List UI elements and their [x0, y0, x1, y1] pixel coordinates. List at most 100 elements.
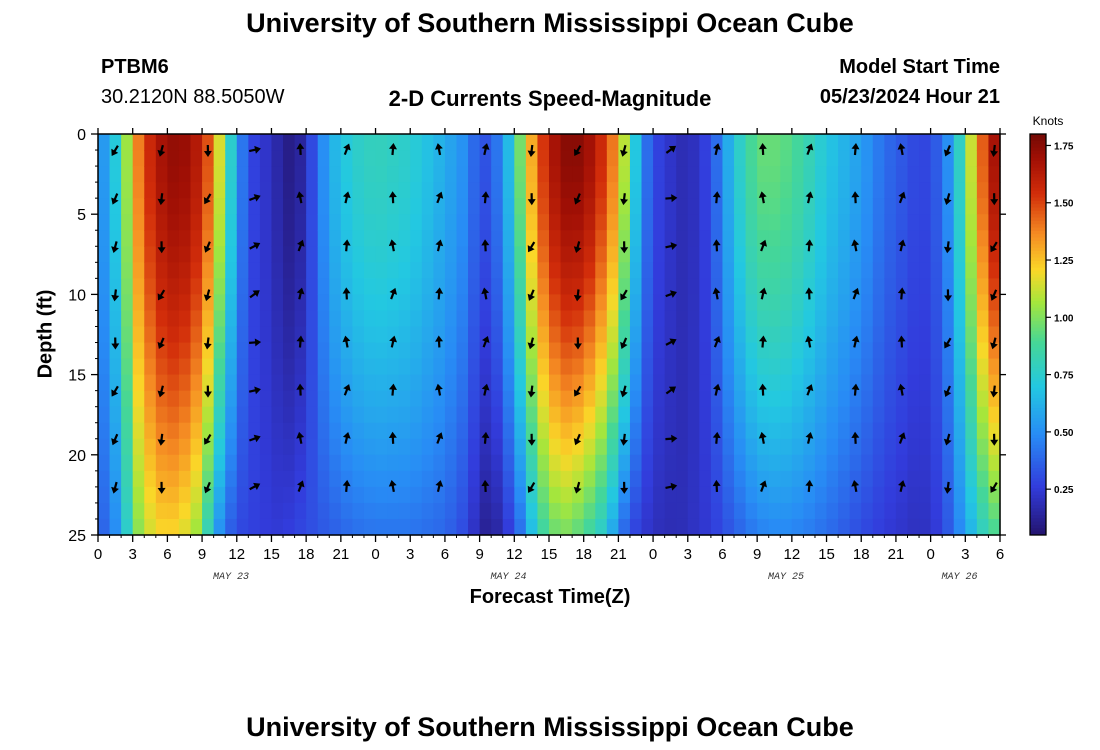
heat-cell: [190, 166, 203, 183]
heat-cell: [121, 502, 134, 520]
heat-cell: [595, 150, 608, 167]
heat-cell: [456, 150, 469, 167]
heat-cell: [583, 294, 596, 312]
heat-cell: [791, 262, 805, 279]
heat-cell: [121, 230, 134, 247]
heat-cell: [398, 278, 411, 295]
heat-cell: [907, 358, 920, 376]
colorbar-segment: [1030, 164, 1046, 168]
heat-cell: [549, 278, 562, 295]
heat-cell: [814, 406, 828, 424]
current-arrow: [851, 431, 860, 444]
heat-cell: [121, 166, 134, 183]
heat-cell: [629, 438, 643, 456]
heat-cell: [352, 342, 365, 360]
heat-cell: [942, 294, 955, 312]
heat-cell: [572, 470, 585, 488]
heat-cell: [398, 262, 411, 279]
current-arrow: [434, 383, 443, 396]
x-tick-label: 0: [94, 546, 102, 563]
heat-cell: [248, 150, 261, 167]
heat-cell: [699, 374, 712, 392]
heat-cell: [306, 470, 319, 488]
heat-cell: [352, 214, 365, 231]
heat-cell: [387, 326, 400, 344]
current-arrow: [111, 193, 119, 205]
heat-cell: [167, 278, 180, 295]
heat-cell: [502, 182, 515, 199]
heat-cell: [583, 438, 596, 456]
x-tick-label: 18: [298, 546, 315, 563]
heat-cell: [872, 310, 885, 328]
heat-cell: [352, 166, 365, 183]
heat-cell: [549, 182, 562, 199]
heat-cell: [283, 438, 296, 456]
heat-cell: [178, 422, 192, 440]
heat-cell: [976, 470, 990, 488]
heat-cell: [456, 470, 469, 488]
x-tick-label: 3: [129, 546, 137, 563]
heat-cell: [618, 438, 631, 456]
heat-cell: [144, 390, 157, 408]
heat-cell: [942, 374, 955, 392]
heat-cell: [155, 374, 168, 392]
heat-cell: [780, 262, 793, 279]
heat-cell: [618, 454, 631, 472]
current-arrow: [944, 337, 952, 349]
heat-cell: [387, 182, 400, 199]
heat-cell: [710, 198, 724, 215]
heat-cell: [595, 454, 608, 472]
heat-cell: [144, 454, 157, 472]
heat-cell: [225, 326, 238, 344]
heat-cell: [225, 486, 238, 504]
heat-cell: [942, 214, 955, 231]
current-arrow: [943, 385, 952, 398]
heat-cell: [225, 134, 238, 151]
heat-cell: [236, 502, 249, 520]
heat-cell: [919, 262, 932, 279]
heat-cell: [618, 358, 631, 376]
heat-cell: [98, 230, 111, 247]
heat-cell: [710, 134, 724, 151]
heat-cell: [340, 518, 354, 536]
heat-cell: [676, 262, 689, 279]
heat-cell: [248, 486, 261, 504]
heat-cell: [225, 166, 238, 183]
heat-cell: [387, 486, 400, 504]
current-arrow: [111, 289, 120, 302]
heat-cell: [109, 246, 122, 263]
heat-cell: [780, 166, 793, 183]
current-arrow: [665, 386, 677, 395]
colorbar-segment: [1030, 498, 1046, 503]
current-arrow: [388, 480, 397, 493]
heat-cell: [745, 390, 758, 408]
x-tick-label: 0: [926, 546, 934, 563]
heat-cell: [664, 390, 677, 408]
heat-cell: [329, 182, 342, 199]
heat-cell: [502, 150, 515, 167]
heat-cell: [340, 214, 354, 231]
heat-cell: [942, 438, 955, 456]
heat-cell: [167, 422, 180, 440]
heat-cell: [317, 374, 330, 392]
heat-cell: [872, 406, 885, 424]
heat-cell: [849, 278, 862, 295]
heat-cell: [895, 502, 909, 520]
heat-cell: [780, 198, 793, 215]
heat-cell: [479, 166, 492, 183]
heat-cell: [329, 214, 342, 231]
heat-cell: [676, 390, 689, 408]
colorbar-segment: [1030, 257, 1046, 262]
heat-cell: [583, 326, 596, 344]
heat-cell: [641, 278, 654, 295]
heat-cell: [895, 230, 909, 247]
heat-cell: [641, 150, 654, 167]
heat-cell: [387, 406, 400, 424]
heat-cell: [780, 230, 793, 247]
heat-cell: [444, 182, 458, 199]
heat-cell: [583, 182, 596, 199]
heat-cell: [398, 294, 411, 312]
heat-cell: [190, 262, 203, 279]
model-start-time: 05/23/2024 Hour 21: [819, 86, 1000, 108]
heat-cell: [722, 454, 735, 472]
